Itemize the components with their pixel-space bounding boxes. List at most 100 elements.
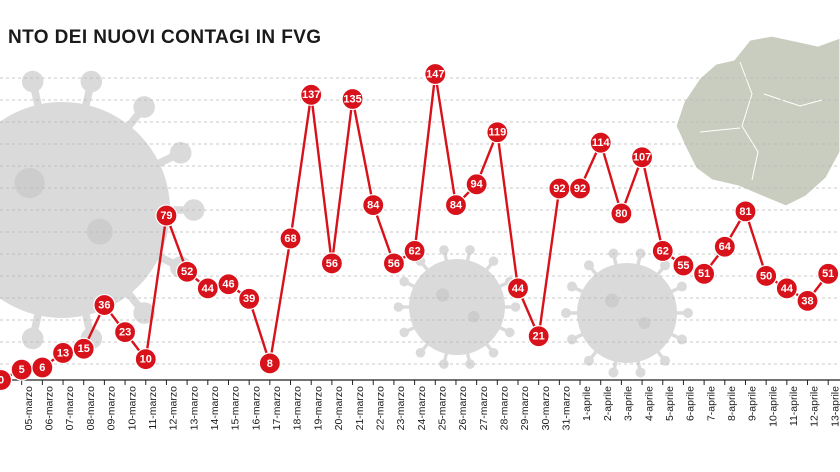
data-label: 94: [471, 179, 484, 191]
virus-spike-tip: [399, 327, 410, 338]
x-tick-label: 25-marzo: [436, 386, 448, 431]
x-tick-label: 13-marzo: [188, 386, 200, 431]
virus-icon-medium: [393, 245, 521, 369]
data-label: 52: [181, 266, 193, 278]
data-label: 81: [739, 206, 751, 218]
data-label: 23: [119, 327, 131, 339]
virus-spike-tip: [504, 327, 515, 338]
x-tick-label: 13-aprile: [829, 386, 840, 427]
data-point-marker: [341, 87, 364, 111]
chart-title: NTO DEI NUOVI CONTAGI IN FVG: [8, 27, 322, 48]
data-point-marker: [651, 239, 674, 263]
x-tick-label: 9-aprile: [747, 386, 759, 421]
data-label: 92: [553, 183, 565, 195]
data-label: 135: [343, 93, 361, 105]
data-label: 38: [801, 295, 813, 307]
data-point-marker: [424, 62, 447, 86]
data-point-marker: [817, 262, 840, 285]
data-point-marker: [589, 131, 612, 154]
x-tick-label: 12-marzo: [168, 386, 180, 431]
data-label: 44: [512, 283, 525, 295]
data-point-marker: [610, 202, 633, 225]
x-tick-label: 19-marzo: [312, 386, 324, 431]
x-tick-label: 21-marzo: [354, 386, 366, 431]
data-label: 62: [408, 245, 420, 257]
data-label: 62: [657, 245, 669, 257]
data-label: 84: [450, 200, 463, 212]
data-point-marker: [465, 173, 488, 196]
data-point-marker: [300, 83, 323, 106]
x-tick-label: 24-marzo: [416, 386, 428, 431]
virus-spike-tip: [676, 281, 687, 292]
fvg-region-map: [675, 35, 840, 207]
x-tick-label: 11-aprile: [788, 386, 800, 426]
x-tick-label: 4-aprile: [643, 386, 655, 421]
data-point-marker: [31, 356, 54, 379]
virus-spot: [14, 167, 45, 199]
data-label: 46: [222, 279, 234, 291]
virus-spot: [468, 310, 480, 323]
virus-spike-tip: [393, 302, 404, 312]
virus-spike-tip: [660, 260, 671, 271]
data-point-marker: [672, 254, 695, 277]
x-tick-label: 10-aprile: [767, 386, 779, 427]
x-tick-label: 30-marzo: [540, 386, 552, 431]
data-point-marker: [382, 252, 406, 275]
data-point-marker: [527, 325, 550, 348]
x-tick-label: 6-aprile: [685, 386, 697, 421]
virus-spike-tip: [80, 70, 103, 93]
chart-title-box: NTO DEI NUOVI CONTAGI IN FVG: [0, 18, 338, 58]
data-point-marker: [0, 368, 13, 392]
virus-spike-tip: [583, 355, 594, 366]
virus-spike-tip: [133, 96, 155, 118]
data-point-marker: [362, 194, 385, 217]
data-label: 10: [140, 354, 152, 366]
x-tick-label: 12-aprile: [809, 386, 821, 427]
data-point-marker: [238, 287, 261, 310]
x-tick-label: 11-marzo: [147, 386, 159, 430]
data-label: 64: [719, 241, 732, 253]
data-point-marker: [568, 177, 592, 200]
virus-spike-tip: [660, 355, 671, 366]
virus-spot: [605, 293, 619, 308]
data-point-marker: [72, 337, 95, 360]
virus-spike-tip: [488, 256, 499, 267]
data-label: 15: [78, 343, 90, 355]
data-label: 44: [202, 283, 215, 295]
virus-icon-medium: [561, 248, 693, 378]
data-label: 84: [367, 200, 380, 212]
virus-spike-tip: [635, 367, 646, 378]
data-point-marker: [506, 277, 530, 300]
virus-spike-tip: [635, 248, 646, 259]
virus-spike-tip: [415, 347, 426, 358]
virus-spike-tip: [488, 347, 499, 358]
data-label: 13: [57, 347, 69, 359]
virus-spike-tip: [439, 245, 449, 255]
x-tick-label: 08-marzo: [85, 386, 97, 431]
data-label: 51: [822, 268, 834, 280]
x-tick-label: 3-aprile: [623, 386, 635, 421]
x-tick-label: 27-marzo: [478, 386, 490, 431]
data-point-marker: [775, 277, 798, 300]
data-point-marker: [444, 194, 468, 217]
data-point-marker: [176, 260, 199, 283]
virus-spot: [435, 288, 450, 302]
data-label: 8: [267, 358, 273, 370]
x-tick-label: 06-marzo: [44, 386, 56, 431]
virus-spike-tip: [399, 276, 410, 287]
virus-spike-tip: [439, 359, 449, 369]
data-point-marker: [630, 146, 654, 169]
virus-spike-tip: [169, 142, 192, 164]
data-point-marker: [93, 293, 116, 317]
virus-body: [409, 259, 505, 355]
data-point-marker: [258, 352, 281, 375]
x-axis: 05-marzo 06-marzo 07-marzo 08-marzo 09-marzo…: [0, 379, 840, 431]
data-point-marker: [486, 121, 509, 144]
x-tick-label: 20-marzo: [333, 386, 345, 431]
data-label: 6: [39, 362, 45, 374]
x-tick-label: 1-aprile: [581, 386, 593, 421]
data-label: 80: [615, 208, 627, 220]
data-label: 56: [326, 258, 338, 270]
